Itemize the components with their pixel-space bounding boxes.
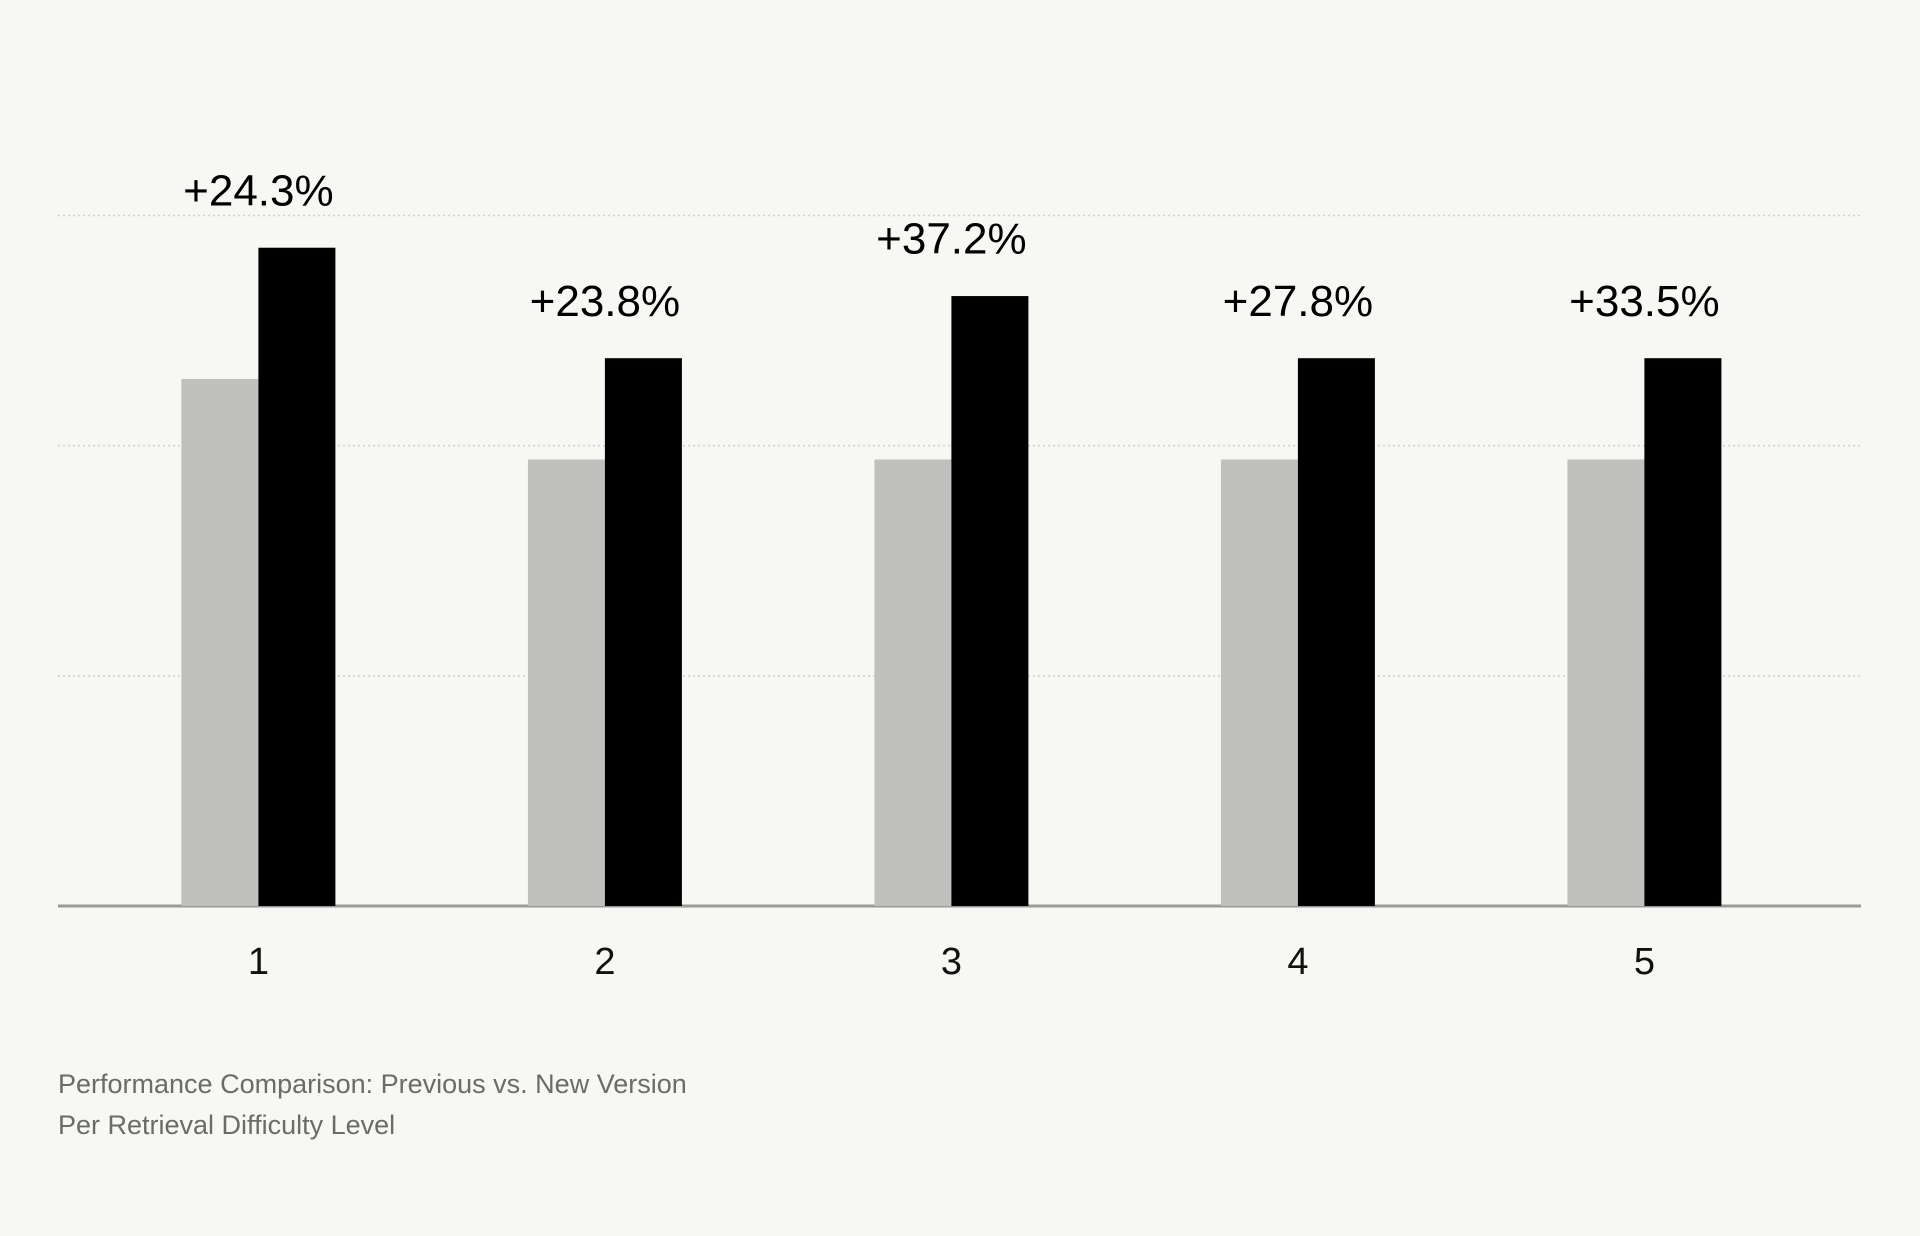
x-tick-label: 3 [941, 941, 962, 983]
bar [604, 358, 682, 906]
bar [1644, 358, 1722, 906]
change-label: +23.8% [530, 277, 680, 326]
chart-subtitle: Per Retrieval Difficulty Level [58, 1110, 395, 1140]
bar [1220, 459, 1298, 906]
x-tick-label: 5 [1634, 941, 1655, 983]
bar [258, 247, 336, 906]
bar [181, 378, 259, 906]
x-tick-label: 2 [594, 941, 615, 983]
change-label: +27.8% [1223, 277, 1373, 326]
bar [1567, 459, 1645, 906]
bar [1297, 358, 1375, 906]
x-tick-label: 4 [1287, 941, 1308, 983]
bar [951, 296, 1029, 906]
bar [527, 459, 605, 906]
change-label: +33.5% [1569, 277, 1719, 326]
bar [874, 459, 952, 906]
change-label: +37.2% [876, 215, 1026, 264]
change-label: +24.3% [183, 166, 333, 215]
x-tick-label: 1 [248, 941, 269, 983]
chart-title: Performance Comparison: Previous vs. New… [58, 1069, 687, 1099]
